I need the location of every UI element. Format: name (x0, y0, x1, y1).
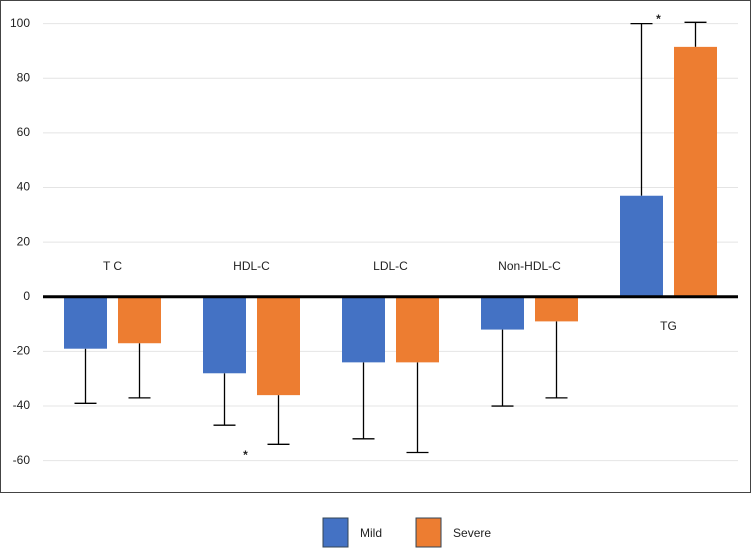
category-label: TG (660, 319, 677, 333)
bar (620, 195, 663, 297)
bar (342, 296, 385, 363)
y-tick-label: 80 (17, 70, 31, 84)
bar (674, 46, 717, 297)
annotation: * (656, 12, 661, 26)
bar (203, 296, 246, 374)
y-tick-label: 100 (10, 16, 30, 30)
y-tick-label: -60 (13, 453, 31, 467)
y-tick-label: 0 (23, 289, 30, 303)
bar (535, 296, 578, 322)
legend-swatch (415, 517, 442, 548)
category-label: LDL-C (373, 259, 408, 273)
bar (64, 296, 107, 349)
y-tick-label: -20 (13, 344, 31, 358)
category-label: T C (103, 259, 122, 273)
plot-frame (0, 0, 751, 493)
y-tick-label: 20 (17, 234, 31, 248)
legend-label: Mild (360, 526, 382, 540)
y-tick-label: 40 (17, 180, 31, 194)
annotation: * (243, 448, 248, 462)
y-tick-label: -40 (13, 398, 31, 412)
y-tick-label: 60 (17, 125, 31, 139)
category-label: HDL-C (233, 259, 270, 273)
bar (396, 296, 439, 363)
category-label: Non-HDL-C (498, 259, 561, 273)
bar (118, 296, 161, 344)
legend-label: Severe (453, 526, 491, 540)
bar (257, 296, 300, 396)
legend-swatch (322, 517, 349, 548)
bar (481, 296, 524, 330)
